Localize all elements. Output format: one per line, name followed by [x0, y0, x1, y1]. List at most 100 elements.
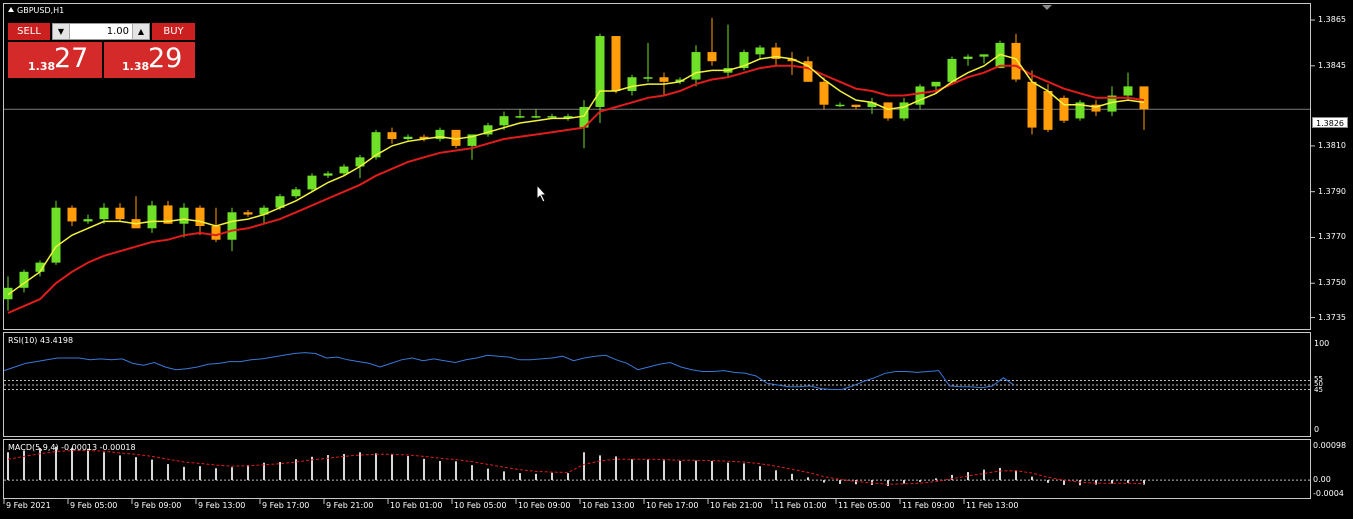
- candle-body: [883, 102, 893, 119]
- candle-body: [515, 116, 525, 118]
- time-tick-label: 9 Feb 13:00: [198, 501, 246, 510]
- time-tick-label: 11 Feb 01:00: [774, 501, 827, 510]
- candle-body: [659, 77, 669, 82]
- buy-price-pips: 29: [148, 43, 183, 74]
- candle-body: [291, 189, 301, 197]
- candle-body: [499, 116, 509, 126]
- candle-body: [387, 132, 397, 140]
- candle-body: [867, 102, 877, 107]
- time-tick-label: 11 Feb 09:00: [902, 501, 955, 510]
- candle-body: [787, 58, 797, 62]
- candle-body: [771, 47, 781, 59]
- candle-body: [947, 58, 957, 82]
- macd-signal-line: [7, 450, 1145, 485]
- price-tick-label: 1.3865: [1318, 15, 1346, 25]
- candle-body: [115, 207, 125, 220]
- candle-body: [755, 47, 765, 55]
- chevron-down-icon[interactable]: ▼: [53, 24, 70, 39]
- candle-body: [1059, 97, 1069, 121]
- rsi-label: RSI(10) 43.4198: [8, 336, 74, 345]
- rsi-line: [3, 352, 1015, 390]
- candle-body: [83, 219, 93, 222]
- candle-body: [531, 116, 541, 118]
- candle-body: [1011, 42, 1021, 80]
- candle-body: [1075, 102, 1085, 119]
- rsi-tick-label: 55: [1314, 374, 1323, 383]
- price-pane[interactable]: [3, 3, 1311, 330]
- sell-price-prefix: 1.38: [28, 60, 56, 73]
- lot-size-input[interactable]: 1.00: [106, 26, 129, 37]
- time-tick-label: 10 Feb 09:00: [518, 501, 571, 510]
- candle-body: [819, 81, 829, 105]
- candle-body: [739, 52, 749, 69]
- lot-size-stepper[interactable]: ▼ 1.00 ▲: [52, 23, 150, 40]
- buy-button[interactable]: BUY: [152, 23, 195, 40]
- time-tick-label: 9 Feb 2021: [6, 501, 51, 510]
- candle-body: [851, 104, 861, 107]
- candle-body: [451, 129, 461, 146]
- candle-body: [803, 61, 813, 82]
- candle-body: [51, 207, 61, 263]
- candle-body: [355, 157, 365, 167]
- rsi-tick-label: 45: [1314, 385, 1323, 394]
- time-tick-label: 10 Feb 13:00: [582, 501, 635, 510]
- candle-body: [611, 36, 621, 91]
- candle-body: [307, 175, 317, 190]
- time-tick-label: 10 Feb 01:00: [390, 501, 443, 510]
- candle-body: [963, 56, 973, 59]
- sell-price[interactable]: 1.38 27: [8, 42, 102, 78]
- price-tick-label: 1.3790: [1318, 186, 1346, 196]
- symbol-label: GBPUSD,H1: [17, 6, 65, 15]
- candle-body: [323, 173, 333, 176]
- candle-body: [675, 79, 685, 82]
- collapse-triangle-icon[interactable]: [8, 7, 14, 12]
- rsi-tick-label: 100: [1314, 339, 1330, 348]
- candle-body: [195, 207, 205, 227]
- candle-body: [563, 116, 573, 119]
- time-tick-label: 11 Feb 13:00: [966, 501, 1019, 510]
- candle-body: [595, 36, 605, 107]
- rsi-tick-label: 50: [1314, 380, 1323, 388]
- candle-body: [467, 134, 477, 146]
- candle-body: [1043, 90, 1053, 130]
- candle-body: [403, 136, 413, 140]
- candle-body: [227, 212, 237, 240]
- time-tick-label: 9 Feb 17:00: [262, 501, 310, 510]
- candle-body: [275, 196, 285, 208]
- chart-shift-icon: [1042, 5, 1052, 10]
- mouse-cursor-icon: [536, 184, 548, 203]
- rsi-tick-label: 0: [1314, 425, 1320, 434]
- symbol-title[interactable]: GBPUSD,H1: [8, 6, 64, 15]
- time-tick-label: 10 Feb 05:00: [454, 501, 507, 510]
- time-tick-label: 9 Feb 05:00: [70, 501, 118, 510]
- macd-pane[interactable]: [3, 439, 1311, 499]
- candle-body: [1123, 86, 1133, 96]
- candle-body: [19, 271, 29, 288]
- rsi-pane[interactable]: [3, 332, 1311, 437]
- candle-body: [915, 86, 925, 105]
- candle-body: [99, 207, 109, 220]
- candle-body: [243, 212, 253, 215]
- candle-body: [1091, 104, 1101, 112]
- candle-body: [147, 205, 157, 229]
- candle-body: [179, 207, 189, 224]
- candle-body: [627, 77, 637, 91]
- candle-body: [547, 116, 557, 118]
- candle-body: [979, 54, 989, 57]
- candle-body: [643, 77, 653, 79]
- candle-body: [691, 52, 701, 80]
- candle-body: [211, 226, 221, 240]
- buy-price-prefix: 1.38: [122, 60, 150, 73]
- chevron-up-icon[interactable]: ▲: [132, 24, 149, 39]
- ma-slow-line: [7, 64, 1145, 314]
- sell-button[interactable]: SELL: [8, 23, 50, 40]
- candle-body: [931, 81, 941, 87]
- candle-body: [435, 129, 445, 140]
- macd-tick-label: -0.0004: [1313, 489, 1344, 498]
- candle-body: [1139, 86, 1149, 110]
- candle-body: [1107, 95, 1117, 112]
- candle-body: [259, 207, 269, 215]
- time-tick-label: 10 Feb 17:00: [646, 501, 699, 510]
- buy-price[interactable]: 1.38 29: [104, 42, 195, 78]
